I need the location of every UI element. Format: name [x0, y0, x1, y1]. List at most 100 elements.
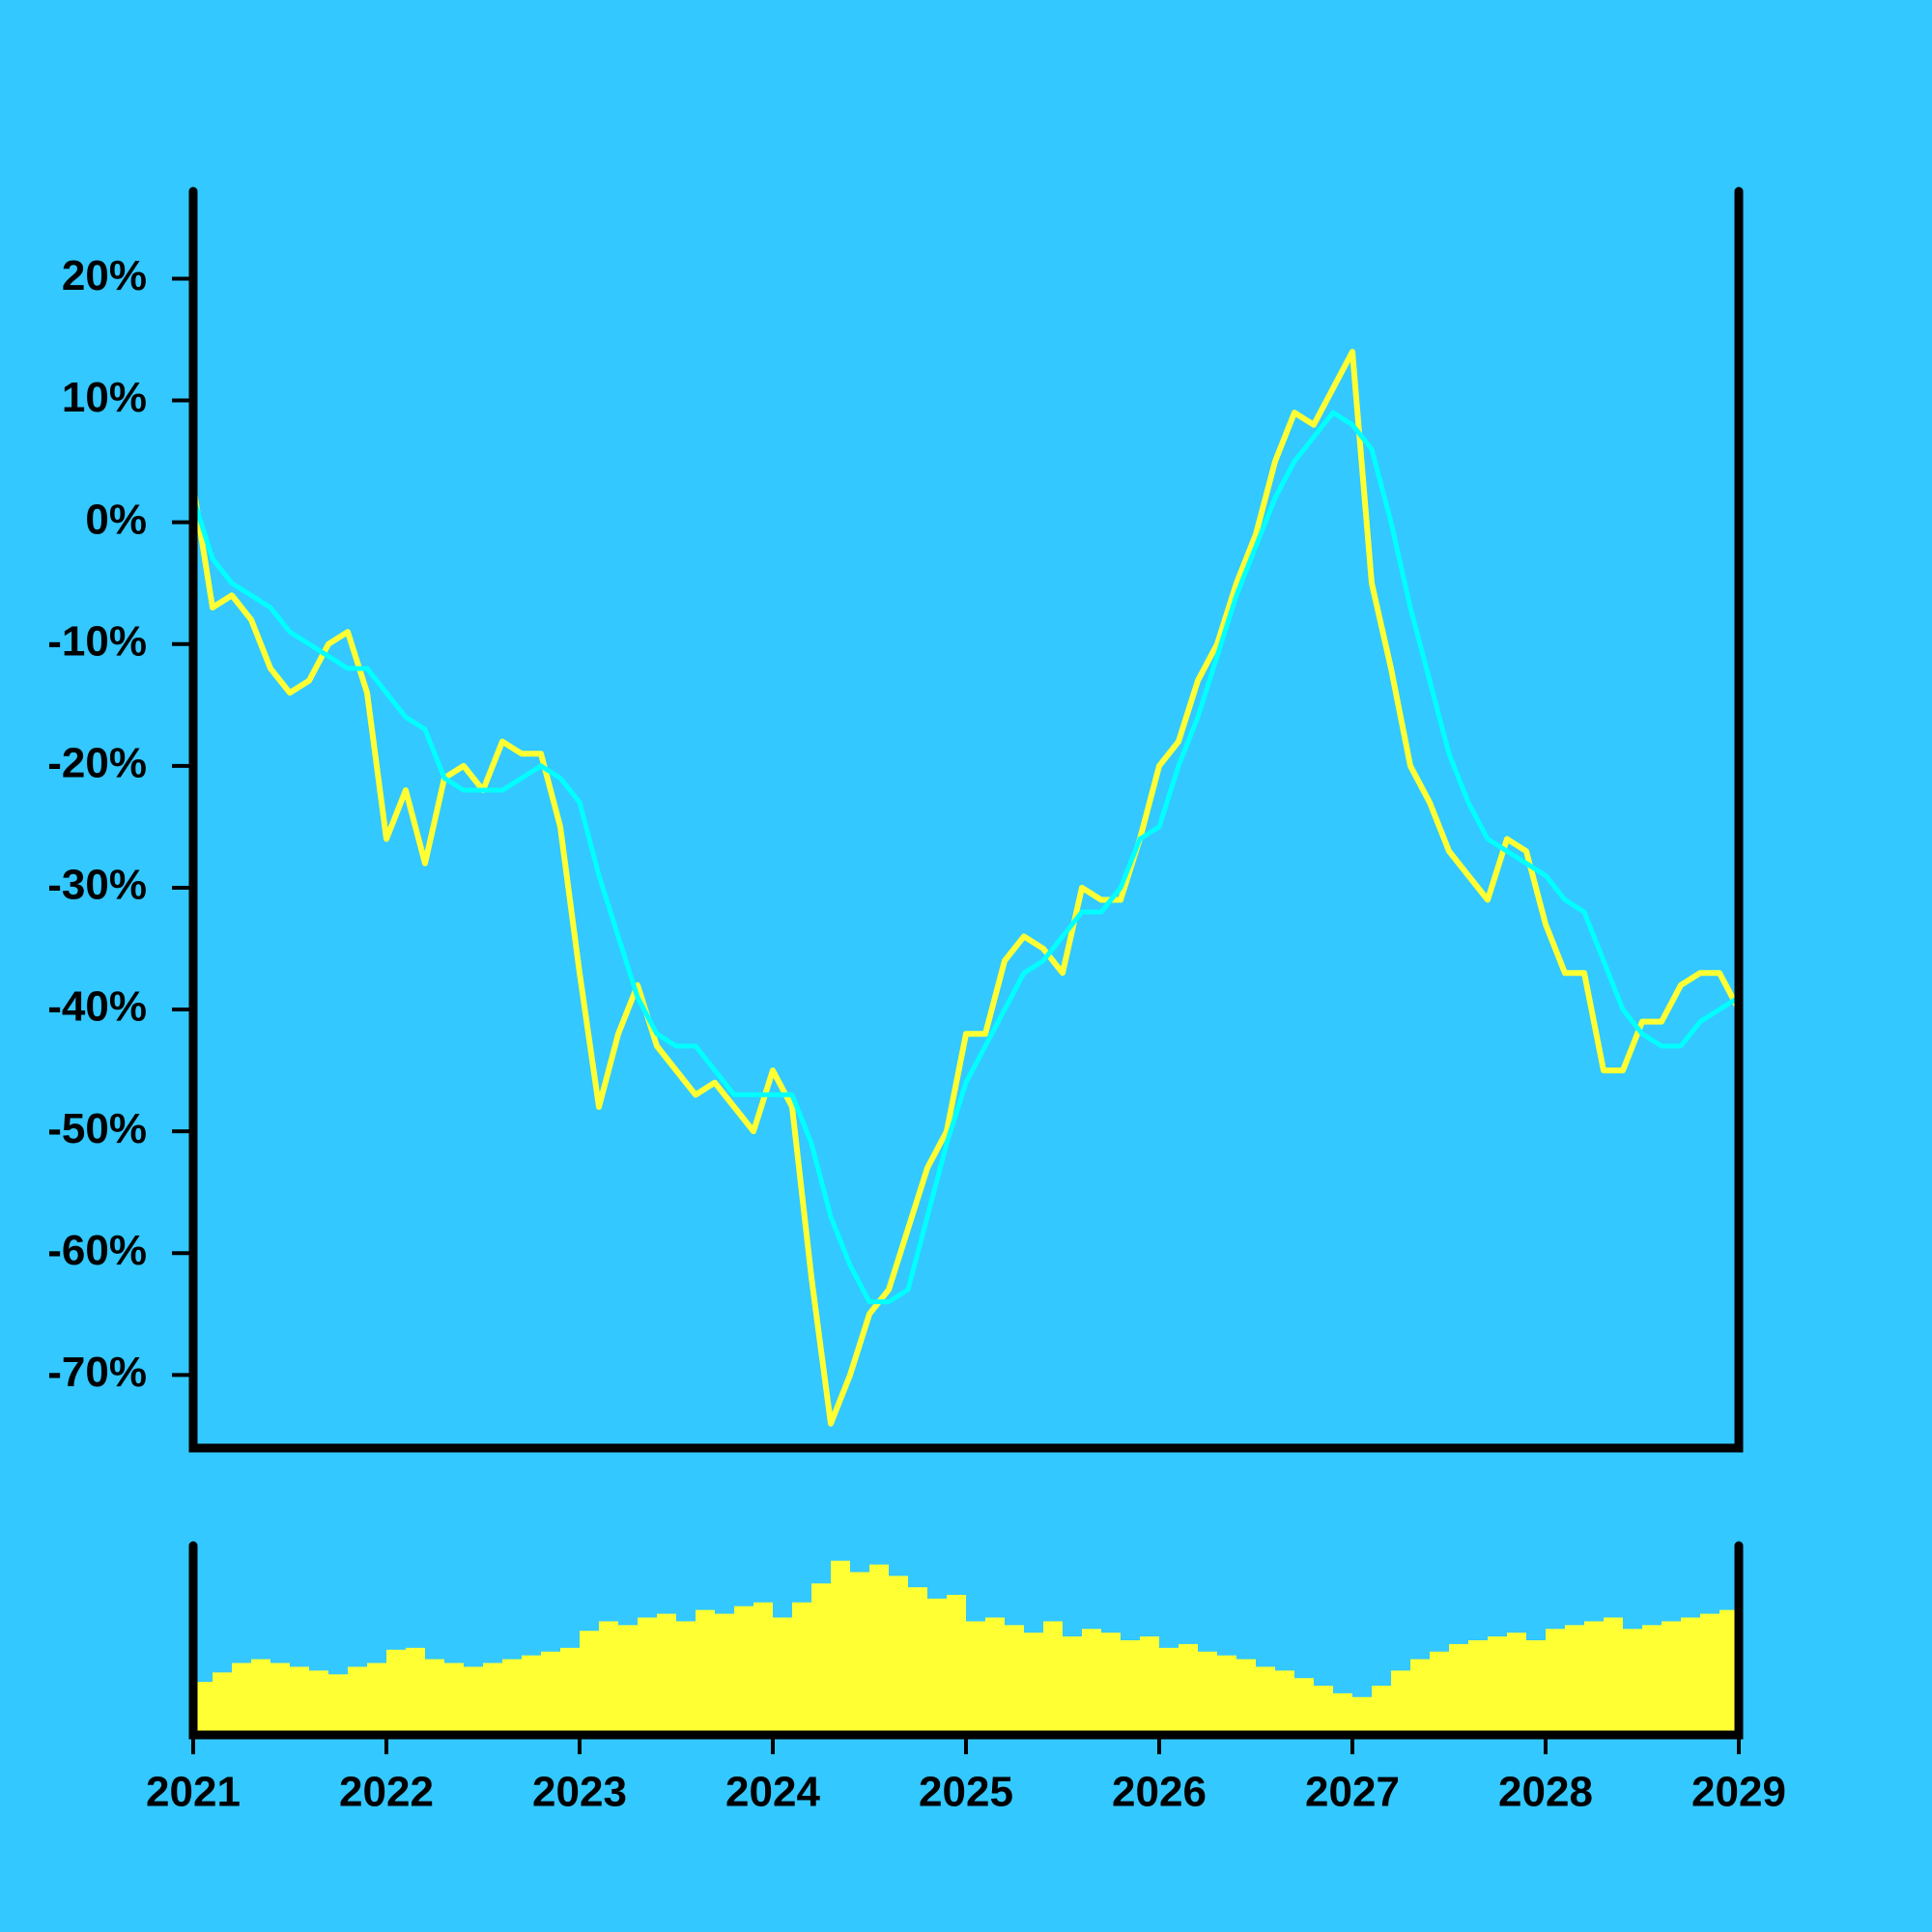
y-tick-label: 10%	[62, 374, 147, 421]
volume-bar	[251, 1659, 270, 1735]
volume-bar	[213, 1672, 232, 1735]
volume-bar	[831, 1560, 850, 1735]
volume-bar	[696, 1609, 715, 1735]
volume-bar	[502, 1659, 522, 1735]
x-tick-label: 2023	[532, 1769, 627, 1816]
volume-bar	[348, 1666, 367, 1735]
volume-bar	[1082, 1629, 1101, 1735]
volume-bar	[947, 1594, 966, 1735]
x-tick-label: 2024	[725, 1769, 820, 1816]
volume-bar	[1410, 1659, 1430, 1735]
volume-bar	[425, 1659, 444, 1735]
y-tick-label: -30%	[47, 862, 147, 909]
volume-bar	[1217, 1655, 1236, 1735]
volume-bar	[1294, 1678, 1314, 1735]
volume-bar	[1256, 1666, 1275, 1735]
y-tick-label: -60%	[47, 1227, 147, 1274]
line-series	[190, 349, 1742, 1427]
volume-bar	[1700, 1613, 1719, 1735]
volume-bar	[773, 1617, 792, 1735]
volume-bar	[1430, 1651, 1449, 1735]
volume-bar	[309, 1670, 328, 1735]
volume-bar	[406, 1647, 425, 1735]
volume-bar	[1121, 1640, 1140, 1735]
volume-bar	[1604, 1617, 1623, 1735]
x-tick-label: 2021	[146, 1769, 241, 1816]
volume-bar	[638, 1617, 657, 1735]
volume-bar	[1333, 1692, 1352, 1735]
volume-bar	[541, 1651, 560, 1735]
line-series	[190, 410, 1741, 1305]
y-tick-label: -70%	[47, 1349, 147, 1396]
volume-bar	[1063, 1636, 1082, 1735]
y-tick-label: -50%	[47, 1105, 147, 1152]
volume-bar	[386, 1649, 406, 1735]
volume-bar	[1391, 1670, 1410, 1735]
x-tick-label: 2029	[1691, 1769, 1786, 1816]
volume-bar	[1662, 1621, 1681, 1735]
volume-bar	[1584, 1621, 1604, 1735]
x-tick-label: 2025	[919, 1769, 1013, 1816]
volume-bar	[1526, 1640, 1546, 1735]
volume-bar	[1043, 1621, 1063, 1735]
y-tick-label: 0%	[85, 496, 147, 543]
volume-bar	[232, 1662, 251, 1735]
volume-bar	[869, 1564, 889, 1735]
volume-bar	[1623, 1629, 1642, 1735]
volume-bar	[270, 1662, 290, 1735]
volume-bar	[483, 1662, 502, 1735]
y-tick-label: -40%	[47, 983, 147, 1031]
volume-bar	[850, 1572, 869, 1735]
volume-bar	[811, 1583, 831, 1735]
volume-bar	[367, 1662, 386, 1735]
volume-bar	[193, 1682, 213, 1735]
volume-bar	[1352, 1696, 1372, 1735]
volume-bar	[927, 1598, 947, 1735]
volume-bar	[889, 1576, 908, 1735]
volume-bar	[580, 1631, 599, 1735]
volume-bar	[1140, 1636, 1159, 1735]
x-tick-label: 2027	[1305, 1769, 1400, 1816]
volume-bar	[1681, 1617, 1700, 1735]
volume-bar	[522, 1655, 541, 1735]
volume-bar	[1024, 1633, 1043, 1735]
volume-bar	[1275, 1670, 1294, 1735]
volume-bar	[1236, 1659, 1256, 1735]
y-tick-label: 20%	[62, 252, 147, 299]
x-tick-label: 2026	[1112, 1769, 1207, 1816]
volume-bar	[676, 1621, 696, 1735]
volume-bar	[1005, 1625, 1024, 1735]
volume-bar	[753, 1602, 773, 1735]
volume-bar	[1449, 1643, 1468, 1735]
volume-bar	[734, 1605, 753, 1735]
volume-bar	[1468, 1640, 1488, 1735]
volume-bar	[1198, 1651, 1217, 1735]
volume-bar	[792, 1602, 811, 1735]
volume-bar	[560, 1647, 580, 1735]
volume-bar	[444, 1662, 464, 1735]
volume-bar	[1179, 1643, 1198, 1735]
volume-bar	[599, 1621, 618, 1735]
volume-bar	[1565, 1625, 1584, 1735]
volume-bar	[1159, 1647, 1179, 1735]
volume-bar	[985, 1617, 1005, 1735]
volume-bar	[328, 1674, 348, 1735]
volume-bar	[966, 1621, 985, 1735]
volume-bar	[1719, 1609, 1739, 1735]
volume-bar	[618, 1625, 638, 1735]
y-tick-label: -20%	[47, 739, 147, 786]
x-tick-label: 2028	[1498, 1769, 1593, 1816]
volume-bar	[1372, 1686, 1391, 1735]
x-tick-label: 2022	[339, 1769, 434, 1816]
volume-bar	[657, 1613, 676, 1735]
volume-bar	[1488, 1636, 1507, 1735]
volume-bar	[464, 1666, 483, 1735]
volume-bar	[1101, 1633, 1121, 1735]
volume-bar	[1314, 1686, 1333, 1735]
volume-bar	[290, 1666, 309, 1735]
volume-bar	[1546, 1629, 1565, 1735]
volume-bar	[908, 1587, 927, 1735]
axis-frame	[188, 186, 1744, 1453]
